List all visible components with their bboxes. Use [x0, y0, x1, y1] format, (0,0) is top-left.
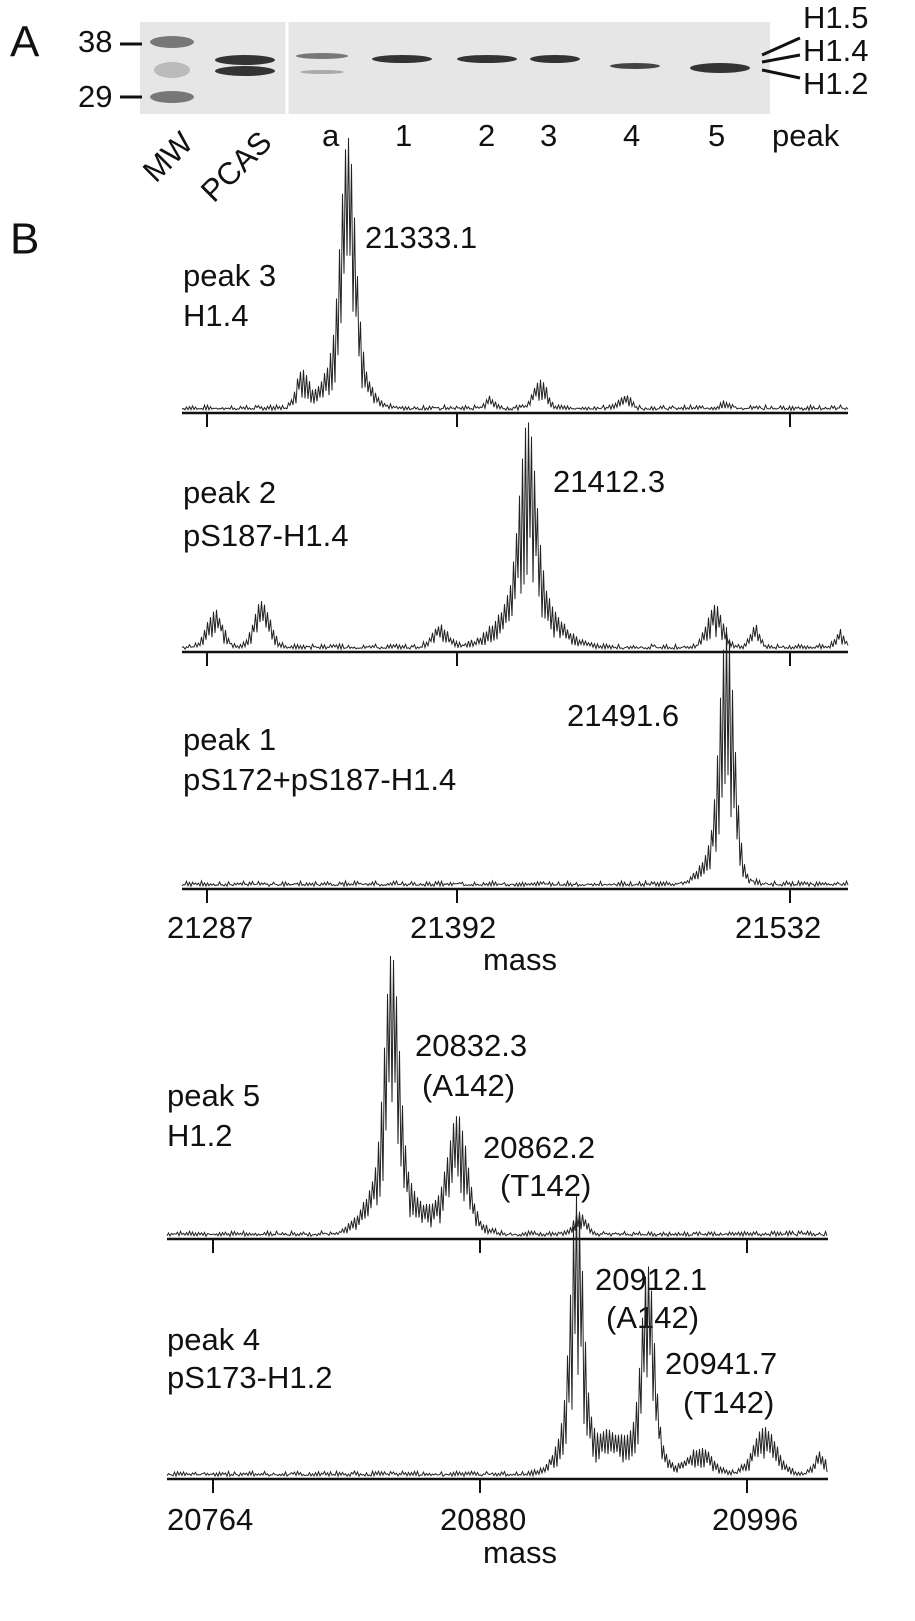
mw-marker: 38	[78, 24, 112, 59]
band	[215, 66, 275, 76]
mw-marker: 29	[78, 79, 112, 114]
lane-label: 5	[708, 118, 725, 153]
band	[530, 55, 580, 63]
band	[300, 70, 344, 74]
peak-label: 21491.6	[567, 698, 679, 733]
form-label: H1.4	[183, 298, 248, 333]
band	[154, 62, 190, 78]
sample-label: peak 2	[183, 475, 276, 510]
form-label: H1.2	[167, 1118, 232, 1153]
sample-label: peak 5	[167, 1078, 260, 1113]
lane-label: PCAS	[194, 124, 278, 208]
x-tick-label: 21532	[735, 910, 821, 945]
x-tick-label: 20764	[167, 1502, 253, 1537]
x-axis-label: mass	[483, 1535, 557, 1570]
band-pointers	[761, 36, 801, 80]
sample-label: peak 4	[167, 1322, 260, 1357]
panel-label: A	[10, 18, 40, 67]
spectrum-trace	[181, 627, 849, 888]
peak-label: 20941.7	[665, 1346, 777, 1381]
band-label: H1.4	[803, 33, 868, 68]
band	[457, 55, 517, 63]
x-tick-label: 20880	[440, 1502, 526, 1537]
sample-label: peak 3	[183, 258, 276, 293]
band	[610, 63, 660, 69]
peak-label: (A142)	[422, 1068, 515, 1103]
peak-label: 21333.1	[365, 220, 477, 255]
peak-label: 21412.3	[553, 464, 665, 499]
form-label: pS187-H1.4	[183, 518, 348, 553]
band	[690, 63, 750, 73]
peak-label: 20862.2	[483, 1130, 595, 1165]
band	[296, 53, 348, 59]
peak-label: (T142)	[500, 1168, 591, 1203]
lane-label: 2	[478, 118, 495, 153]
band	[150, 36, 194, 48]
peak-label: 20832.3	[415, 1028, 527, 1063]
lane-label: a	[322, 118, 340, 153]
band-label: H1.5	[803, 0, 868, 35]
x-tick-label: 21287	[167, 910, 253, 945]
gel-bands	[150, 36, 750, 103]
spectrum-trace	[166, 1194, 828, 1478]
band	[215, 55, 275, 65]
pointer	[761, 53, 801, 64]
sample-label: peak 1	[183, 722, 276, 757]
peak-label: (T142)	[683, 1385, 774, 1420]
band	[150, 91, 194, 103]
pointer	[761, 36, 801, 57]
x-tick-label: 20996	[712, 1502, 798, 1537]
lane-label: 3	[540, 118, 557, 153]
spectrum-trace	[181, 422, 849, 651]
x-tick-label: 21392	[410, 910, 496, 945]
lane-label: 1	[395, 118, 412, 153]
spectrum-trace	[181, 137, 849, 412]
band	[372, 55, 432, 63]
form-label: pS173-H1.2	[167, 1360, 332, 1395]
pointer	[761, 68, 801, 80]
lane-label: 4	[623, 118, 640, 153]
x-axis-label: mass	[483, 942, 557, 977]
panel-label: B	[10, 215, 39, 264]
form-label: pS172+pS187-H1.4	[183, 762, 456, 797]
spectrum-trace	[166, 955, 828, 1238]
lane-label: peak	[772, 118, 840, 153]
band-label: H1.2	[803, 66, 868, 101]
lane-label: MW	[136, 125, 200, 189]
